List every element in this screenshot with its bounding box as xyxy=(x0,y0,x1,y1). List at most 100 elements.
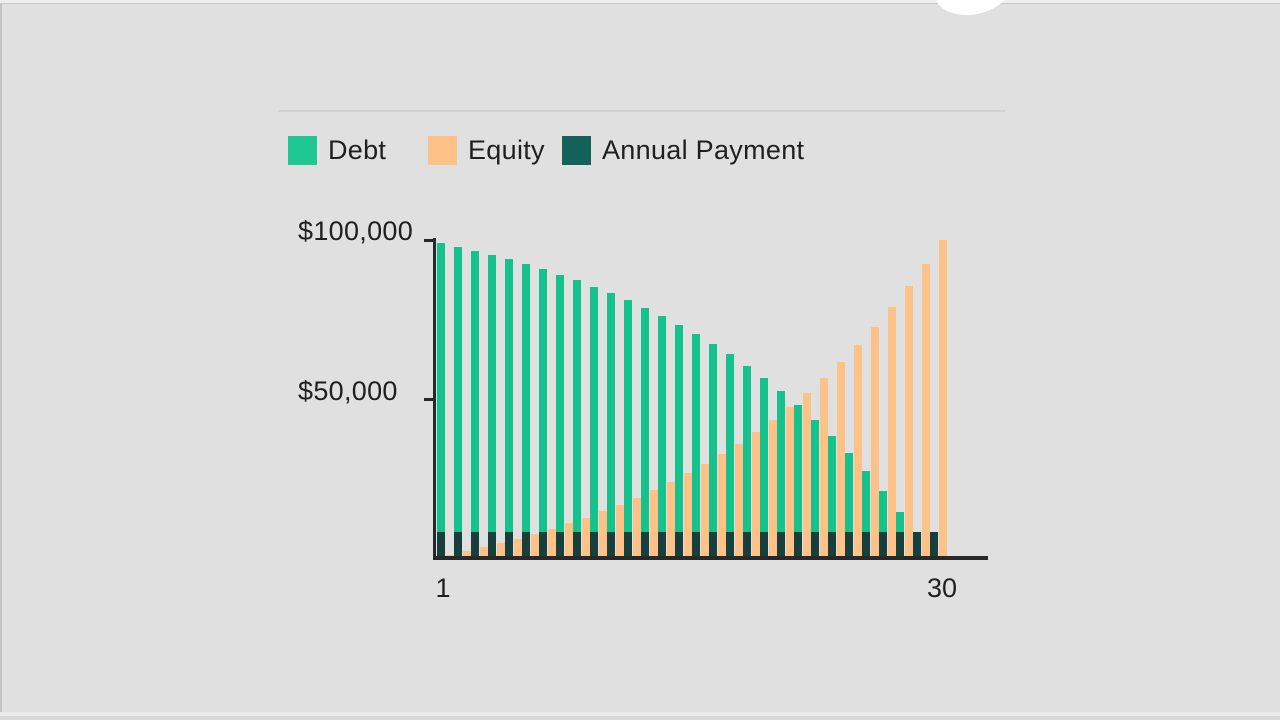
bar-payment-year-23 xyxy=(811,532,819,558)
bar-payment-year-13 xyxy=(641,532,649,558)
bar-equity-year-9 xyxy=(582,518,590,558)
bar-debt-year-10 xyxy=(590,287,598,558)
bar-equity-year-27 xyxy=(888,307,896,558)
x-axis-line xyxy=(433,556,988,560)
bar-debt-year-21 xyxy=(777,391,785,558)
bar-debt-year-17 xyxy=(709,344,717,558)
bar-payment-year-3 xyxy=(471,532,479,558)
y-axis-line xyxy=(433,238,436,560)
bottom-frame-strip-light xyxy=(0,712,1280,716)
bar-equity-year-15 xyxy=(684,473,692,558)
bar-equity-year-13 xyxy=(650,490,658,558)
bar-payment-year-18 xyxy=(726,532,734,558)
bar-debt-year-18 xyxy=(726,354,734,558)
bar-payment-year-29 xyxy=(913,532,921,558)
bar-equity-year-19 xyxy=(752,432,760,558)
legend-item-debt: Debt xyxy=(288,136,386,165)
bar-debt-year-4 xyxy=(488,255,496,558)
top-frame-strip xyxy=(0,0,1280,4)
annual-payment-swatch-icon xyxy=(562,136,591,165)
bar-equity-year-22 xyxy=(803,393,811,558)
bar-equity-year-28 xyxy=(905,286,913,558)
x-axis-label-year-30: 30 xyxy=(926,573,958,603)
bar-payment-year-20 xyxy=(760,532,768,558)
bar-debt-year-23 xyxy=(811,420,819,558)
bottom-frame-strip-dark xyxy=(0,716,1280,720)
bar-debt-year-1 xyxy=(437,243,445,558)
bar-payment-year-27 xyxy=(879,532,887,558)
bar-equity-year-10 xyxy=(599,511,607,558)
legend-label-annual-payment: Annual Payment xyxy=(602,135,805,165)
bar-debt-year-22 xyxy=(794,405,802,558)
bar-debt-year-5 xyxy=(505,259,513,558)
bar-payment-year-30 xyxy=(930,532,938,558)
y-axis-label-100k: $100,000 xyxy=(298,216,414,246)
bar-equity-year-16 xyxy=(701,464,709,558)
debt-swatch-icon xyxy=(288,136,317,165)
bar-payment-year-24 xyxy=(828,532,836,558)
bar-payment-year-14 xyxy=(658,532,666,558)
bar-payment-year-26 xyxy=(862,532,870,558)
legend-item-equity: Equity xyxy=(428,136,545,165)
bar-equity-year-11 xyxy=(616,505,624,558)
bar-equity-year-21 xyxy=(786,407,794,558)
bar-debt-year-24 xyxy=(828,436,836,558)
bar-equity-year-3 xyxy=(480,547,488,558)
bar-debt-year-14 xyxy=(658,316,666,558)
bar-payment-year-12 xyxy=(624,532,632,558)
left-frame-edge xyxy=(0,4,2,712)
x-axis-label-year-1: 1 xyxy=(435,573,451,603)
bar-debt-year-9 xyxy=(573,280,581,558)
bar-payment-year-11 xyxy=(607,532,615,558)
bar-debt-year-26 xyxy=(862,471,870,558)
y-axis-label-50k: $50,000 xyxy=(298,376,398,406)
bar-payment-year-19 xyxy=(743,532,751,558)
equity-swatch-icon xyxy=(428,136,457,165)
bar-debt-year-12 xyxy=(624,300,632,558)
bar-equity-year-12 xyxy=(633,498,641,558)
bar-equity-year-18 xyxy=(735,444,743,558)
bar-equity-year-30 xyxy=(939,240,947,558)
bar-equity-year-20 xyxy=(769,420,777,558)
legend-item-annual-payment: Annual Payment xyxy=(562,136,804,165)
bar-debt-year-15 xyxy=(675,325,683,558)
bar-debt-year-2 xyxy=(454,247,462,558)
bar-debt-year-20 xyxy=(760,378,768,558)
bar-debt-year-25 xyxy=(845,453,853,558)
bar-equity-year-6 xyxy=(531,534,539,558)
bar-payment-year-7 xyxy=(539,532,547,558)
bar-payment-year-21 xyxy=(777,532,785,558)
bar-debt-year-19 xyxy=(743,366,751,558)
bar-payment-year-2 xyxy=(454,532,462,558)
y-tick-50k xyxy=(424,398,436,401)
bar-equity-year-17 xyxy=(718,454,726,558)
bar-payment-year-1 xyxy=(437,532,445,558)
bar-payment-year-4 xyxy=(488,532,496,558)
bar-debt-year-6 xyxy=(522,264,530,558)
bar-payment-year-10 xyxy=(590,532,598,558)
bar-equity-year-5 xyxy=(514,539,522,558)
bar-payment-year-17 xyxy=(709,532,717,558)
y-tick-100k xyxy=(424,239,436,242)
bar-payment-year-25 xyxy=(845,532,853,558)
bar-equity-year-26 xyxy=(871,327,879,558)
bar-equity-year-23 xyxy=(820,378,828,558)
bar-debt-year-7 xyxy=(539,269,547,558)
bar-debt-year-8 xyxy=(556,275,564,558)
bar-payment-year-8 xyxy=(556,532,564,558)
bar-equity-year-29 xyxy=(922,264,930,558)
bar-equity-year-14 xyxy=(667,482,675,558)
bar-equity-year-7 xyxy=(548,529,556,558)
bar-debt-year-11 xyxy=(607,293,615,558)
bar-debt-year-16 xyxy=(692,334,700,558)
bar-payment-year-15 xyxy=(675,532,683,558)
bar-payment-year-5 xyxy=(505,532,513,558)
bar-equity-year-24 xyxy=(837,362,845,558)
bar-debt-year-3 xyxy=(471,251,479,558)
bar-equity-year-4 xyxy=(497,543,505,558)
legend-divider xyxy=(278,110,1005,112)
bar-equity-year-8 xyxy=(565,523,573,558)
bar-payment-year-22 xyxy=(794,532,802,558)
